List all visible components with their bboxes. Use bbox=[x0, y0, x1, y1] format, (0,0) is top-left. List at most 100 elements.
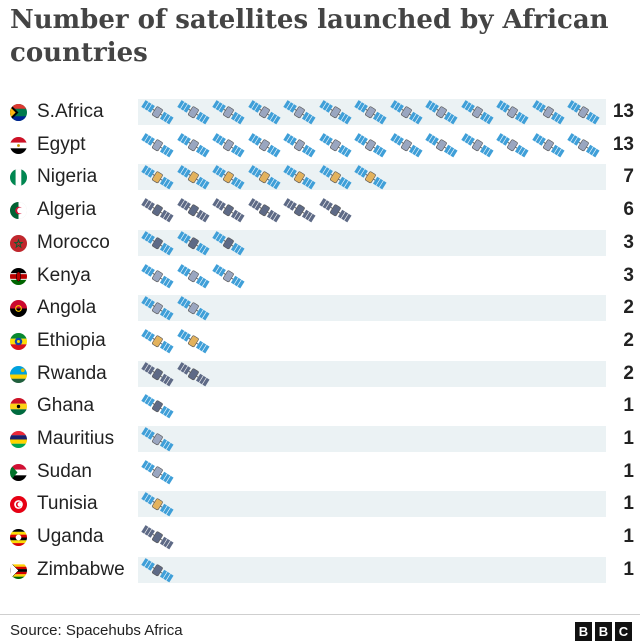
chart-title: Number of satellites launched by African… bbox=[10, 5, 609, 68]
south-africa-flag-icon bbox=[10, 104, 27, 121]
bar-row: Uganda 1 bbox=[0, 521, 640, 553]
satellite-icon bbox=[389, 132, 423, 158]
satellite-bar bbox=[140, 228, 610, 258]
category-label: Rwanda bbox=[37, 362, 107, 384]
value-label: 2 bbox=[623, 362, 634, 384]
bar-row: S.Africa 13 bbox=[0, 96, 640, 128]
satellite-icon bbox=[141, 132, 174, 158]
row-band bbox=[138, 327, 606, 354]
satellite-bar bbox=[140, 261, 610, 291]
mauritius-flag-icon bbox=[10, 431, 27, 448]
bar-row: Egypt 13 bbox=[0, 129, 640, 161]
satellite-icon bbox=[354, 165, 387, 190]
satellite-icon bbox=[354, 100, 387, 125]
bar-row: Morocco 3 bbox=[0, 227, 640, 259]
category-label: Kenya bbox=[37, 264, 91, 286]
value-label: 7 bbox=[623, 166, 634, 188]
bar-row: Tunisia 1 bbox=[0, 488, 640, 520]
satellite-icon bbox=[141, 492, 174, 517]
satellite-icon bbox=[141, 329, 174, 354]
category-label: Algeria bbox=[37, 199, 97, 221]
bar-row: Zimbabwe 1 bbox=[0, 554, 640, 586]
satellite-icon bbox=[141, 263, 174, 288]
satellite-icon bbox=[141, 198, 174, 223]
category-label: Egypt bbox=[37, 133, 86, 155]
value-label: 13 bbox=[612, 133, 634, 155]
satellite-icon bbox=[247, 100, 281, 125]
satellite-bar bbox=[140, 457, 610, 487]
satellite-icon bbox=[212, 132, 245, 158]
category-label: Zimbabwe bbox=[37, 558, 125, 580]
satellite-icon bbox=[141, 230, 174, 256]
satellite-icon bbox=[318, 198, 352, 223]
value-label: 1 bbox=[623, 493, 634, 515]
bar-row: Kenya 3 bbox=[0, 260, 640, 292]
satellite-icon bbox=[176, 361, 210, 386]
satellite-icon bbox=[176, 198, 210, 223]
category-label: Morocco bbox=[37, 231, 110, 253]
satellite-icon bbox=[212, 100, 245, 125]
tunisia-flag-icon bbox=[10, 496, 27, 514]
egypt-flag-icon bbox=[10, 136, 27, 154]
footer-divider bbox=[0, 614, 640, 615]
value-label: 3 bbox=[623, 264, 634, 286]
row-band bbox=[138, 458, 606, 485]
satellite-icon bbox=[425, 132, 458, 158]
satellite-bar bbox=[140, 97, 610, 127]
satellite-icon bbox=[176, 296, 210, 321]
satellite-icon bbox=[141, 394, 174, 419]
satellite-icon bbox=[247, 165, 281, 190]
value-label: 6 bbox=[623, 199, 634, 221]
satellite-icon bbox=[141, 525, 174, 550]
satellite-bar bbox=[140, 326, 610, 356]
satellite-icon bbox=[318, 165, 352, 190]
category-label: Uganda bbox=[37, 526, 104, 548]
value-label: 1 bbox=[623, 558, 634, 580]
category-label: Nigeria bbox=[37, 166, 98, 188]
satellite-bar bbox=[140, 424, 610, 454]
row-band bbox=[138, 360, 606, 387]
satellite-icon bbox=[283, 132, 316, 158]
satellite-icon bbox=[176, 100, 210, 125]
value-label: 1 bbox=[623, 395, 634, 417]
satellite-icon bbox=[141, 100, 174, 125]
satellite-icon bbox=[212, 230, 245, 256]
bar-row: Mauritius 1 bbox=[0, 423, 640, 455]
satellite-bar bbox=[140, 391, 610, 421]
satellite-icon bbox=[567, 132, 600, 158]
logo-letter: C bbox=[615, 622, 632, 641]
source-note: Source: Spacehubs Africa bbox=[10, 622, 183, 639]
category-label: Sudan bbox=[37, 460, 92, 482]
nigeria-flag-icon bbox=[10, 169, 27, 187]
satellite-icon bbox=[531, 132, 565, 158]
row-band bbox=[138, 556, 606, 583]
ghana-flag-icon bbox=[10, 398, 27, 416]
satellite-bar bbox=[140, 195, 610, 225]
satellite-icon bbox=[531, 100, 565, 125]
bar-row: Angola 2 bbox=[0, 292, 640, 324]
satellite-icon bbox=[141, 296, 174, 321]
satellite-bar bbox=[140, 130, 610, 160]
ethiopia-flag-icon bbox=[10, 332, 27, 350]
satellite-icon bbox=[247, 132, 281, 158]
satellite-icon bbox=[247, 198, 281, 223]
value-label: 3 bbox=[623, 231, 634, 253]
category-label: S.Africa bbox=[37, 101, 104, 122]
category-label: Ethiopia bbox=[37, 329, 106, 351]
category-label: Angola bbox=[37, 297, 97, 319]
value-label: 1 bbox=[623, 428, 634, 449]
bar-row: Algeria 6 bbox=[0, 194, 640, 226]
satellite-icon bbox=[212, 198, 245, 223]
category-label: Mauritius bbox=[37, 428, 115, 449]
row-band bbox=[138, 491, 606, 518]
angola-flag-icon bbox=[10, 300, 27, 318]
row-band bbox=[138, 393, 606, 420]
satellite-icon bbox=[212, 263, 245, 288]
category-label: Ghana bbox=[37, 395, 95, 417]
satellite-icon bbox=[283, 198, 316, 223]
morocco-flag-icon bbox=[10, 234, 27, 252]
satellite-icon bbox=[318, 100, 352, 125]
satellite-bar bbox=[140, 162, 610, 192]
satellite-icon bbox=[212, 165, 245, 190]
satellite-icon bbox=[496, 132, 529, 158]
